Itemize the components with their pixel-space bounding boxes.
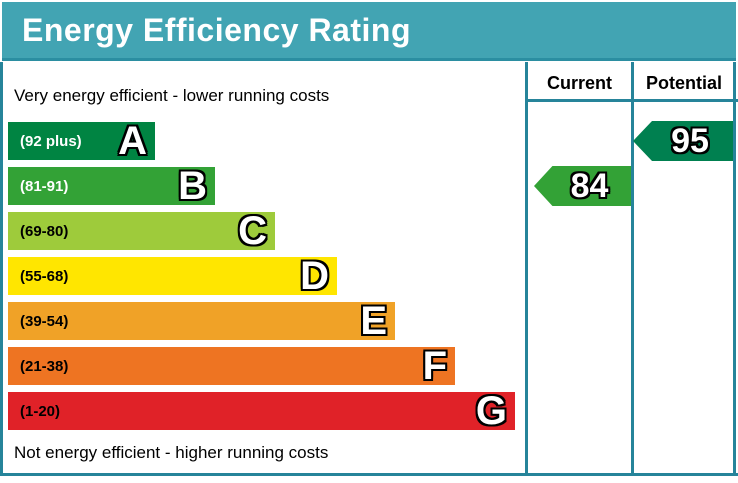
border-left (0, 62, 3, 476)
title-banner: Energy Efficiency Rating (2, 2, 736, 61)
border-bottom (0, 473, 738, 476)
band-range-label: (81-91) (20, 177, 69, 195)
band-letter: F (422, 344, 447, 388)
divider-potential-column (631, 62, 634, 476)
current-rating-arrow: 84 (534, 166, 631, 206)
band-row-g: (1-20) G (8, 389, 515, 433)
current-rating-value: 84 (570, 167, 609, 205)
top-note: Very energy efficient - lower running co… (14, 86, 330, 105)
band-range-label: (55-68) (20, 267, 69, 285)
header-underline (525, 99, 738, 102)
divider-current-column (525, 62, 528, 476)
band-row-c: (69-80) C (8, 209, 275, 253)
band-range-label: (92 plus) (20, 132, 82, 150)
band-range-label: (69-80) (20, 222, 69, 240)
band-letter: A (118, 119, 147, 163)
band-letter: C (238, 209, 267, 253)
band-range-label: (1-20) (20, 402, 61, 420)
band-row-e: (39-54) E (8, 299, 395, 343)
band-range-label: (39-54) (20, 312, 69, 330)
band-letter: B (178, 164, 207, 208)
current-column-header: Current (546, 72, 612, 93)
potential-column-header: Potential (645, 72, 722, 93)
band-range-label: (21-38) (20, 357, 69, 375)
band-letter: G (475, 389, 507, 433)
band-letter: D (300, 254, 329, 298)
potential-rating-arrow: 95 (633, 121, 733, 161)
bottom-note: Not energy efficient - higher running co… (14, 443, 329, 462)
band-row-b: (81-91) B (8, 164, 215, 208)
potential-rating-value: 95 (671, 122, 709, 160)
band-row-a: (92 plus) A (8, 119, 155, 163)
band-letter: E (360, 299, 387, 343)
page-title: Energy Efficiency Rating (22, 11, 411, 48)
band-row-d: (55-68) D (8, 254, 337, 298)
band-row-f: (21-38) F (8, 344, 455, 388)
border-right (733, 62, 736, 476)
